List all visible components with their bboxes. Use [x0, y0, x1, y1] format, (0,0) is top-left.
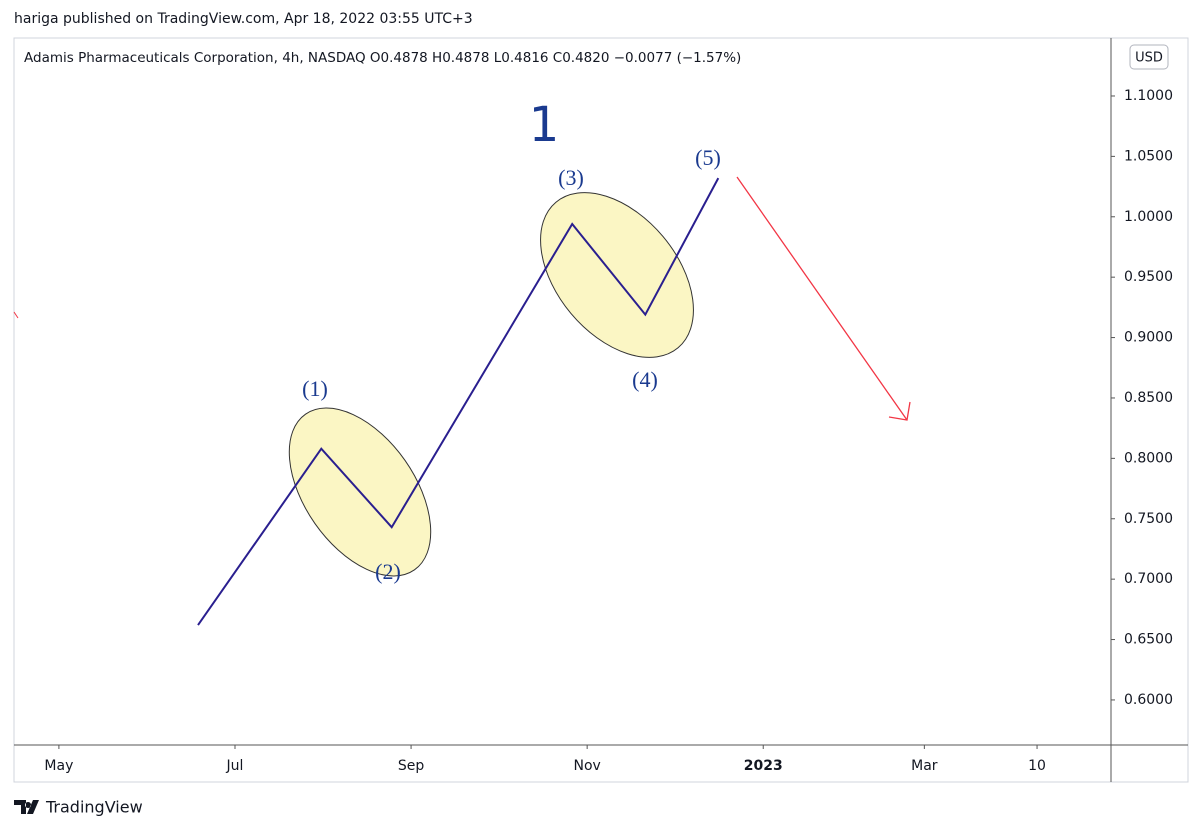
currency: USD	[1135, 51, 1163, 66]
x-tick-label: Sep	[398, 758, 425, 774]
arrow-head	[888, 401, 911, 421]
wave-label: (1)	[302, 376, 328, 401]
wave-label: (3)	[558, 165, 584, 190]
wave-line	[197, 177, 720, 626]
symbol-info: Adamis Pharmaceuticals Corporation, 4h, …	[24, 50, 741, 66]
logo	[14, 800, 39, 814]
y-tick-label: 0.6500	[1124, 632, 1173, 648]
y-tick-label: 0.6000	[1124, 692, 1173, 708]
projection-arrow	[736, 176, 908, 421]
y-tick-label: 0.9500	[1124, 269, 1173, 285]
wave-label: 1	[529, 97, 560, 153]
x-tick-label: Nov	[573, 758, 600, 774]
x-tick-label: Mar	[911, 758, 938, 774]
y-tick-label: 1.0000	[1124, 209, 1173, 225]
y-tick-label: 1.0500	[1124, 148, 1173, 164]
header: hariga published on TradingView.com, Apr…	[14, 11, 473, 27]
wave-label: (2)	[375, 559, 401, 584]
y-tick-label: 0.9000	[1124, 330, 1173, 346]
x-tick-label: May	[44, 758, 73, 774]
y-tick-label: 1.1000	[1124, 88, 1173, 104]
y-tick-label: 0.7500	[1124, 511, 1173, 527]
y-tick-label: 0.7000	[1124, 571, 1173, 587]
chart-frame	[13, 37, 1189, 783]
wave-label: (4)	[632, 367, 658, 392]
y-tick-label: 0.8500	[1124, 390, 1173, 406]
footer: TradingView	[45, 798, 143, 817]
marker	[13, 311, 19, 319]
x-tick-label: 2023	[744, 758, 783, 774]
x-tick-label: 10	[1028, 758, 1046, 774]
x-tick-label: Jul	[226, 758, 244, 774]
currency-box	[1129, 44, 1169, 70]
wave-label: (5)	[695, 145, 721, 170]
ellipse	[540, 192, 694, 358]
y-tick-label: 0.8000	[1124, 450, 1173, 466]
